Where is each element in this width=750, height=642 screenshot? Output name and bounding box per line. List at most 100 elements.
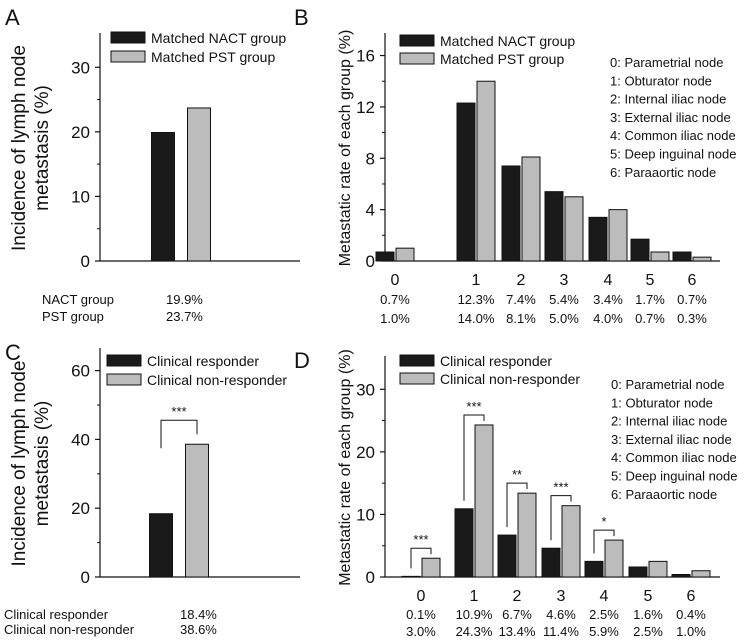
x-tick-label: 2 <box>513 588 522 605</box>
table-label: NACT group <box>42 292 114 307</box>
table-label: PST group <box>42 309 104 324</box>
legend-label: Clinical non-responder <box>440 371 580 387</box>
table-label: Clinical responder <box>4 607 109 622</box>
data-label-row1: 1.7% <box>635 292 665 307</box>
data-label-row1: 0.1% <box>406 607 436 622</box>
table-value: 18.4% <box>180 607 217 622</box>
data-label-row1: 1.6% <box>633 607 663 622</box>
significance-marker: *** <box>553 480 568 495</box>
node-legend-item: 5: Deep inguinal node <box>611 469 738 484</box>
legend-label: Matched NACT group <box>440 33 575 49</box>
y-tick-label: 0 <box>81 252 90 271</box>
node-legend-item: 0: Parametrial node <box>610 55 723 70</box>
bar <box>691 570 711 578</box>
bar <box>588 216 608 262</box>
significance-bracket <box>506 482 528 528</box>
panel-letter: D <box>294 348 310 373</box>
y-tick-label: 0 <box>366 252 375 271</box>
table-value: 23.7% <box>166 309 203 324</box>
x-tick-label: 3 <box>560 272 569 289</box>
y-tick-label: 40 <box>71 430 90 449</box>
bar <box>474 424 494 578</box>
y-tick-label: 10 <box>356 505 375 524</box>
x-tick-label: 3 <box>557 588 566 605</box>
legend-swatch <box>399 52 435 65</box>
bar <box>517 492 537 578</box>
significance-marker: * <box>601 514 606 529</box>
y-axis-label: Metastatic rate of each group (%) <box>337 30 354 267</box>
significance-bracket <box>410 547 432 569</box>
data-label-row2: 1.0% <box>676 624 706 639</box>
data-label-row1: 2.5% <box>589 607 619 622</box>
y-axis-label: Incidence of lymph node <box>9 361 30 567</box>
panel-letter: B <box>294 5 309 30</box>
data-label-row1: 0.7% <box>380 292 410 307</box>
bar <box>456 102 476 262</box>
data-label-row2: 3.0% <box>406 624 436 639</box>
bar <box>497 534 517 578</box>
bar <box>476 80 496 262</box>
data-label-row2: 24.3% <box>456 624 493 639</box>
legend-swatch <box>110 50 146 63</box>
y-tick-label: 30 <box>356 380 375 399</box>
legend-label: Clinical non-responder <box>147 372 287 388</box>
node-legend-item: 6: Paraaortic node <box>611 487 717 502</box>
node-legend-item: 2: Internal iliac node <box>611 414 727 429</box>
y-tick-label: 0 <box>366 568 375 587</box>
bar <box>541 547 561 578</box>
table-value: 38.6% <box>180 622 217 637</box>
bar <box>692 256 712 262</box>
legend-swatch <box>106 373 142 386</box>
data-label-row1: 12.3% <box>458 292 495 307</box>
significance-bracket <box>160 419 198 449</box>
x-tick-label: 1 <box>472 272 481 289</box>
data-label-row2: 8.1% <box>506 311 536 326</box>
bar <box>648 560 668 578</box>
bar <box>521 156 541 262</box>
y-tick-label: 20 <box>356 443 375 462</box>
node-legend-item: 0: Parametrial node <box>611 377 724 392</box>
y-axis-label: Incidence of lymph node <box>9 45 30 251</box>
node-legend-item: 3: External iliac node <box>610 110 731 125</box>
x-tick-label: 0 <box>417 588 426 605</box>
data-label-row2: 5.0% <box>549 311 579 326</box>
data-label-row1: 10.9% <box>456 607 493 622</box>
legend-label: Clinical responder <box>440 353 552 369</box>
y-tick-label: 30 <box>71 58 90 77</box>
panel-A: A 0 10 20 30 Incidence of lymph node metastasi… <box>5 5 300 324</box>
legend-swatch <box>399 354 435 367</box>
data-label-row2: 13.4% <box>499 624 536 639</box>
bar <box>395 247 415 262</box>
y-tick-label: 4 <box>366 201 375 220</box>
significance-bracket <box>463 414 485 501</box>
x-tick-label: 2 <box>517 272 526 289</box>
node-legend-item: 6: Paraaortic node <box>610 165 716 180</box>
data-label-row2: 0.3% <box>677 311 707 326</box>
table-value: 19.9% <box>166 292 203 307</box>
data-label-row2: 5.9% <box>589 624 619 639</box>
node-legend-item: 3: External iliac node <box>611 432 732 447</box>
legend-swatch <box>399 34 435 47</box>
data-label-row2: 2.5% <box>633 624 663 639</box>
bar <box>544 191 564 262</box>
bar <box>672 251 692 262</box>
node-legend-item: 2: Internal iliac node <box>610 92 726 107</box>
bar <box>628 566 648 578</box>
x-tick-label: 4 <box>604 272 613 289</box>
bar <box>604 539 624 578</box>
panel-C: C 0 20 40 60 Incidence of lymph node metastasi… <box>4 340 300 637</box>
data-label-row1: 0.7% <box>677 292 707 307</box>
node-legend-item: 4: Common iliac node <box>611 450 737 465</box>
bar <box>149 513 173 578</box>
node-legend-item: 5: Deep inguinal node <box>610 147 737 162</box>
x-tick-label: 0 <box>391 272 400 289</box>
significance-bracket <box>550 495 572 541</box>
significance-marker: *** <box>171 404 186 419</box>
y-tick-label: 10 <box>71 187 90 206</box>
bar <box>564 196 584 262</box>
x-tick-label: 6 <box>688 272 697 289</box>
significance-marker: *** <box>413 532 428 547</box>
